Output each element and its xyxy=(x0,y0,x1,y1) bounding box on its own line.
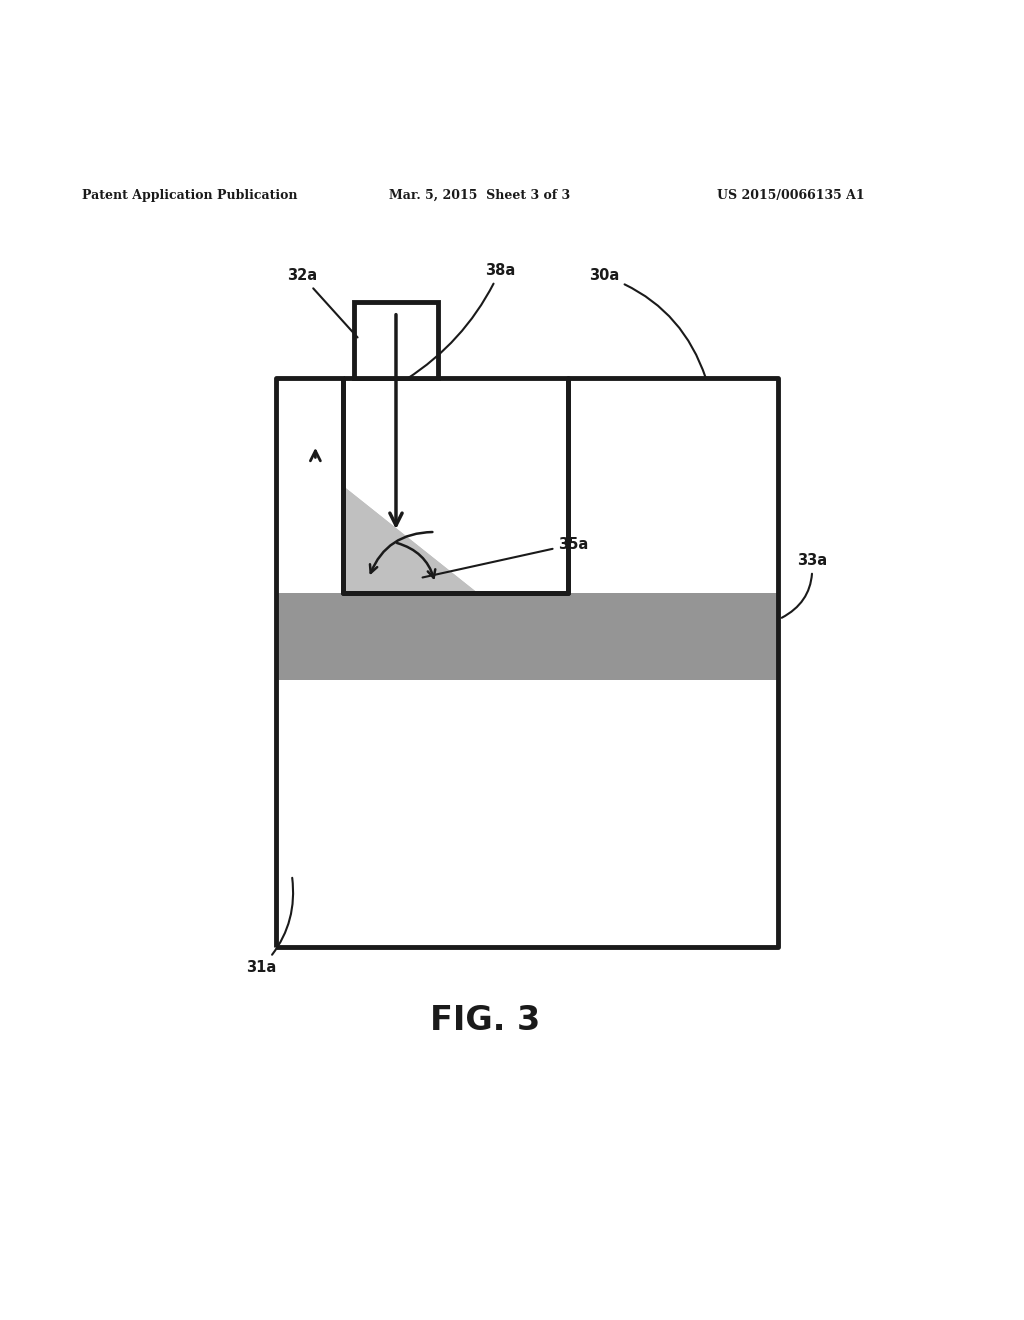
Text: 30a: 30a xyxy=(589,268,706,378)
Text: 33a: 33a xyxy=(781,553,826,618)
Polygon shape xyxy=(343,486,478,594)
Text: Mar. 5, 2015  Sheet 3 of 3: Mar. 5, 2015 Sheet 3 of 3 xyxy=(389,189,570,202)
Text: 32a: 32a xyxy=(287,268,357,338)
Text: 31a: 31a xyxy=(246,878,293,974)
Text: 38a: 38a xyxy=(407,264,515,379)
Text: FIG. 3: FIG. 3 xyxy=(430,1005,541,1038)
Polygon shape xyxy=(343,379,568,594)
Text: US 2015/0066135 A1: US 2015/0066135 A1 xyxy=(717,189,864,202)
Text: 35a: 35a xyxy=(423,537,589,577)
Polygon shape xyxy=(354,301,437,379)
Polygon shape xyxy=(276,594,778,681)
Text: Patent Application Publication: Patent Application Publication xyxy=(82,189,297,202)
Polygon shape xyxy=(343,486,478,594)
